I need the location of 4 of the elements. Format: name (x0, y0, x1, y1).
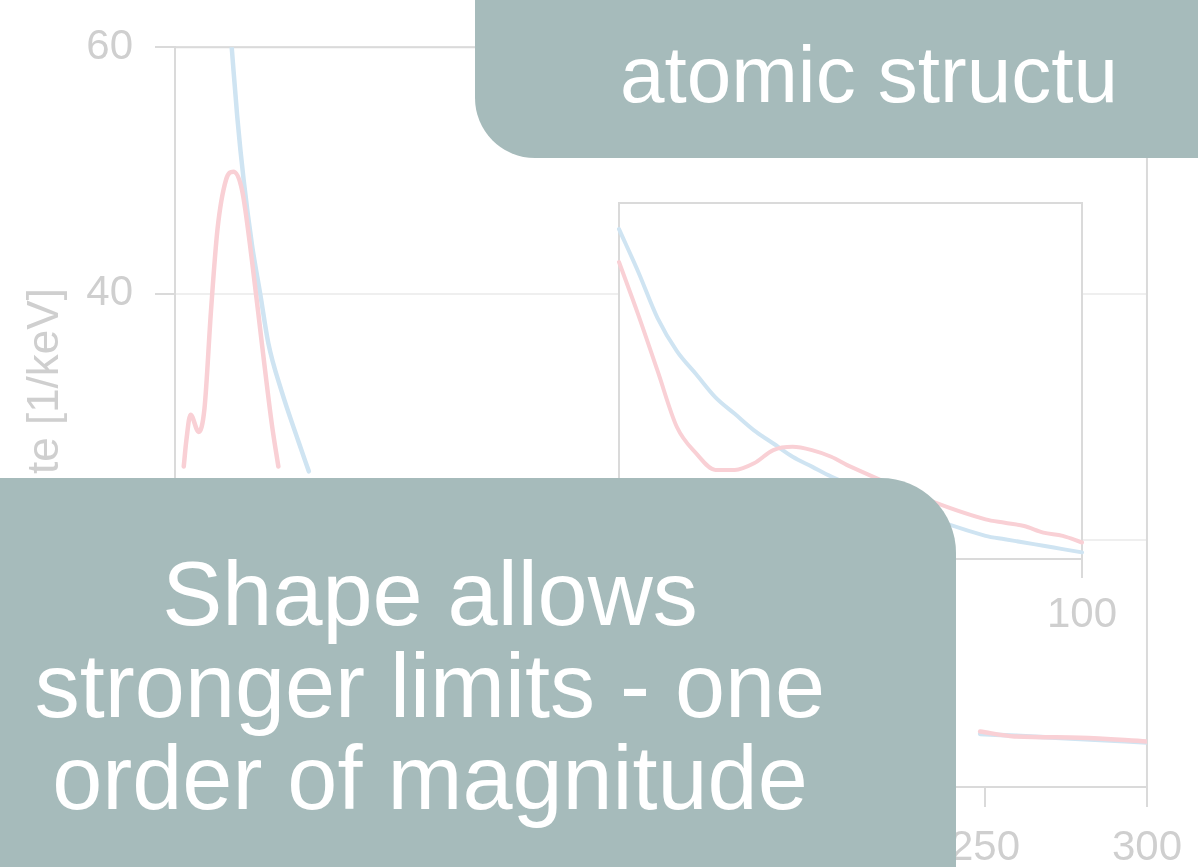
annotation: atomic structu (619, 29, 1119, 119)
callout-box: Shape allows stronger limits - one order of magnitude (0, 478, 956, 867)
callout-box: atomic structu (475, 0, 1198, 158)
annotation: Shape allows stronger limits - one order of magnitude (33, 543, 827, 828)
